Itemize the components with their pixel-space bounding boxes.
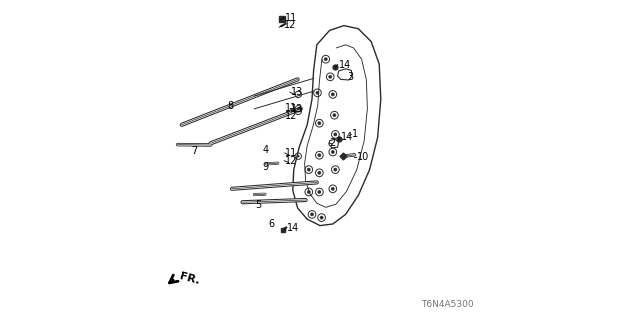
- Text: FR.: FR.: [179, 272, 201, 286]
- Circle shape: [297, 108, 300, 110]
- Text: 12: 12: [285, 111, 297, 121]
- Text: 11: 11: [285, 12, 297, 23]
- Circle shape: [310, 213, 314, 216]
- Text: 7: 7: [191, 146, 198, 156]
- Circle shape: [334, 133, 337, 136]
- Circle shape: [316, 91, 319, 94]
- Text: 2: 2: [330, 138, 336, 148]
- Text: 12: 12: [284, 20, 296, 30]
- Text: 6: 6: [269, 219, 275, 229]
- Text: T6N4A5300: T6N4A5300: [421, 300, 474, 309]
- Text: 1: 1: [352, 129, 358, 140]
- Circle shape: [332, 150, 335, 154]
- Circle shape: [333, 114, 336, 117]
- Circle shape: [317, 154, 321, 157]
- Text: 13: 13: [291, 87, 303, 97]
- Text: 12: 12: [285, 156, 297, 166]
- Circle shape: [332, 187, 335, 190]
- Text: 14: 14: [339, 60, 351, 70]
- Circle shape: [307, 190, 310, 194]
- Circle shape: [307, 168, 310, 171]
- Text: 9: 9: [262, 162, 269, 172]
- Circle shape: [317, 122, 321, 125]
- Circle shape: [317, 190, 321, 194]
- Text: 14: 14: [340, 132, 353, 142]
- Text: 13: 13: [291, 104, 303, 114]
- Text: 11: 11: [285, 103, 298, 113]
- Text: 11: 11: [285, 148, 298, 158]
- Text: 3: 3: [347, 72, 353, 82]
- Circle shape: [324, 58, 328, 61]
- Circle shape: [334, 168, 337, 171]
- Circle shape: [317, 171, 321, 174]
- Text: 10: 10: [356, 152, 369, 162]
- Circle shape: [332, 93, 335, 96]
- Text: 8: 8: [227, 100, 234, 111]
- Text: 14: 14: [287, 223, 300, 234]
- Text: 5: 5: [255, 200, 262, 210]
- Text: 4: 4: [263, 145, 269, 155]
- Circle shape: [329, 75, 332, 78]
- Circle shape: [297, 155, 300, 157]
- Circle shape: [320, 216, 323, 219]
